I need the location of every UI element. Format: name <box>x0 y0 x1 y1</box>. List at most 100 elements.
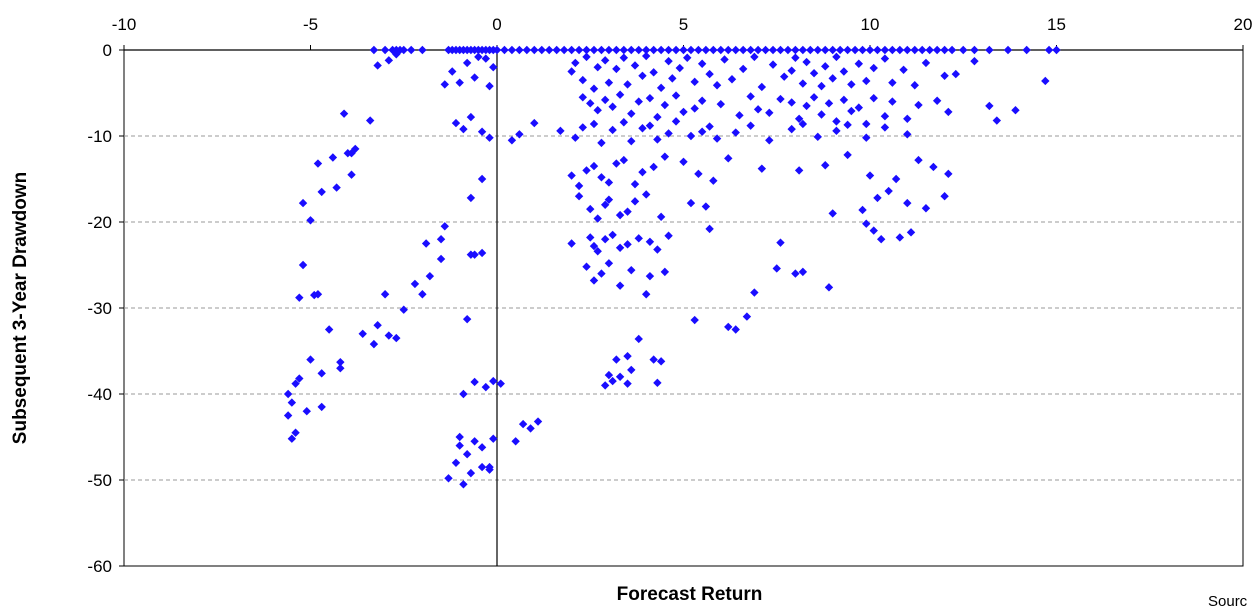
data-point <box>765 108 774 117</box>
data-point <box>824 283 834 292</box>
data-point <box>750 52 759 62</box>
data-point <box>343 149 352 158</box>
data-point <box>567 45 576 55</box>
data-point <box>709 45 718 55</box>
data-point <box>612 45 621 55</box>
data-point <box>645 237 655 246</box>
data-point <box>470 437 479 446</box>
data-point <box>649 45 658 55</box>
data-point <box>459 480 468 489</box>
data-point <box>1052 45 1061 55</box>
data-point <box>776 94 785 104</box>
data-point <box>843 120 852 130</box>
data-point <box>474 52 483 62</box>
data-point <box>339 109 349 118</box>
data-point <box>567 171 576 180</box>
data-point <box>656 83 666 93</box>
data-point <box>914 155 923 165</box>
data-point <box>720 55 729 64</box>
data-point <box>586 233 595 242</box>
plot-area: -10 -5 0 5 10 15 20 0-10-20-30-40-50-60 <box>87 15 1252 576</box>
y-tick-labels: 0 -10 -20 -30 -40 -50 -60 <box>87 41 124 576</box>
data-point <box>612 64 621 74</box>
data-point <box>600 95 610 105</box>
data-point <box>869 226 878 235</box>
data-point <box>328 153 338 162</box>
data-point <box>970 56 979 66</box>
data-point <box>645 271 655 281</box>
data-point <box>630 61 640 70</box>
data-point <box>597 173 606 182</box>
data-point <box>813 45 822 55</box>
data-point <box>623 240 632 249</box>
data-point <box>582 262 591 271</box>
data-point <box>656 212 666 222</box>
data-point <box>287 398 297 407</box>
data-point <box>444 474 453 483</box>
data-point <box>604 78 614 87</box>
data-point <box>947 45 957 55</box>
data-point <box>574 45 584 55</box>
data-point <box>317 402 326 412</box>
data-point <box>586 99 595 108</box>
x-tick-label: 0 <box>492 15 501 34</box>
data-point <box>589 241 599 251</box>
data-point <box>295 293 304 302</box>
data-point <box>906 228 916 237</box>
data-point <box>537 45 546 55</box>
data-point <box>910 45 919 55</box>
data-point <box>679 107 688 117</box>
data-point <box>466 250 476 259</box>
data-point <box>604 45 614 55</box>
data-point <box>455 441 464 450</box>
y-axis-title: Subsequent 3-Year Drawdown <box>10 172 31 444</box>
data-point <box>821 45 830 55</box>
data-point <box>876 235 886 244</box>
data-point <box>798 79 808 88</box>
data-point <box>492 45 502 55</box>
data-point <box>757 164 767 173</box>
data-point <box>862 219 871 228</box>
data-point <box>787 66 796 75</box>
data-point <box>694 45 703 55</box>
data-point <box>783 45 793 55</box>
data-point <box>888 97 897 106</box>
data-point <box>895 233 905 242</box>
data-point <box>619 45 629 55</box>
data-point <box>865 171 875 180</box>
data-point <box>496 379 505 388</box>
data-point <box>574 192 584 201</box>
data-point <box>858 205 867 215</box>
data-point <box>776 238 785 247</box>
data-point <box>664 129 673 138</box>
data-point <box>724 45 733 55</box>
data-point <box>642 51 651 61</box>
data-point <box>649 162 658 172</box>
data-points <box>283 45 1061 489</box>
data-point <box>660 267 670 277</box>
data-point <box>615 210 625 220</box>
data-point <box>600 381 610 390</box>
data-point <box>645 121 655 130</box>
data-point <box>690 77 699 87</box>
data-point <box>802 101 811 111</box>
x-tick-label: -10 <box>112 15 137 34</box>
data-point <box>407 45 416 55</box>
data-point <box>656 357 666 366</box>
data-point <box>724 322 733 332</box>
data-point <box>373 321 382 330</box>
data-point <box>365 116 375 125</box>
data-point <box>686 198 696 208</box>
data-point <box>638 71 647 80</box>
data-point <box>809 93 819 102</box>
data-point <box>649 355 658 364</box>
data-point <box>582 45 591 55</box>
data-point <box>985 101 994 111</box>
y-tick-label: -50 <box>87 471 112 490</box>
data-point <box>932 96 942 105</box>
data-point <box>586 204 595 214</box>
data-point <box>776 45 785 55</box>
data-point <box>843 45 852 55</box>
data-point <box>515 45 524 55</box>
